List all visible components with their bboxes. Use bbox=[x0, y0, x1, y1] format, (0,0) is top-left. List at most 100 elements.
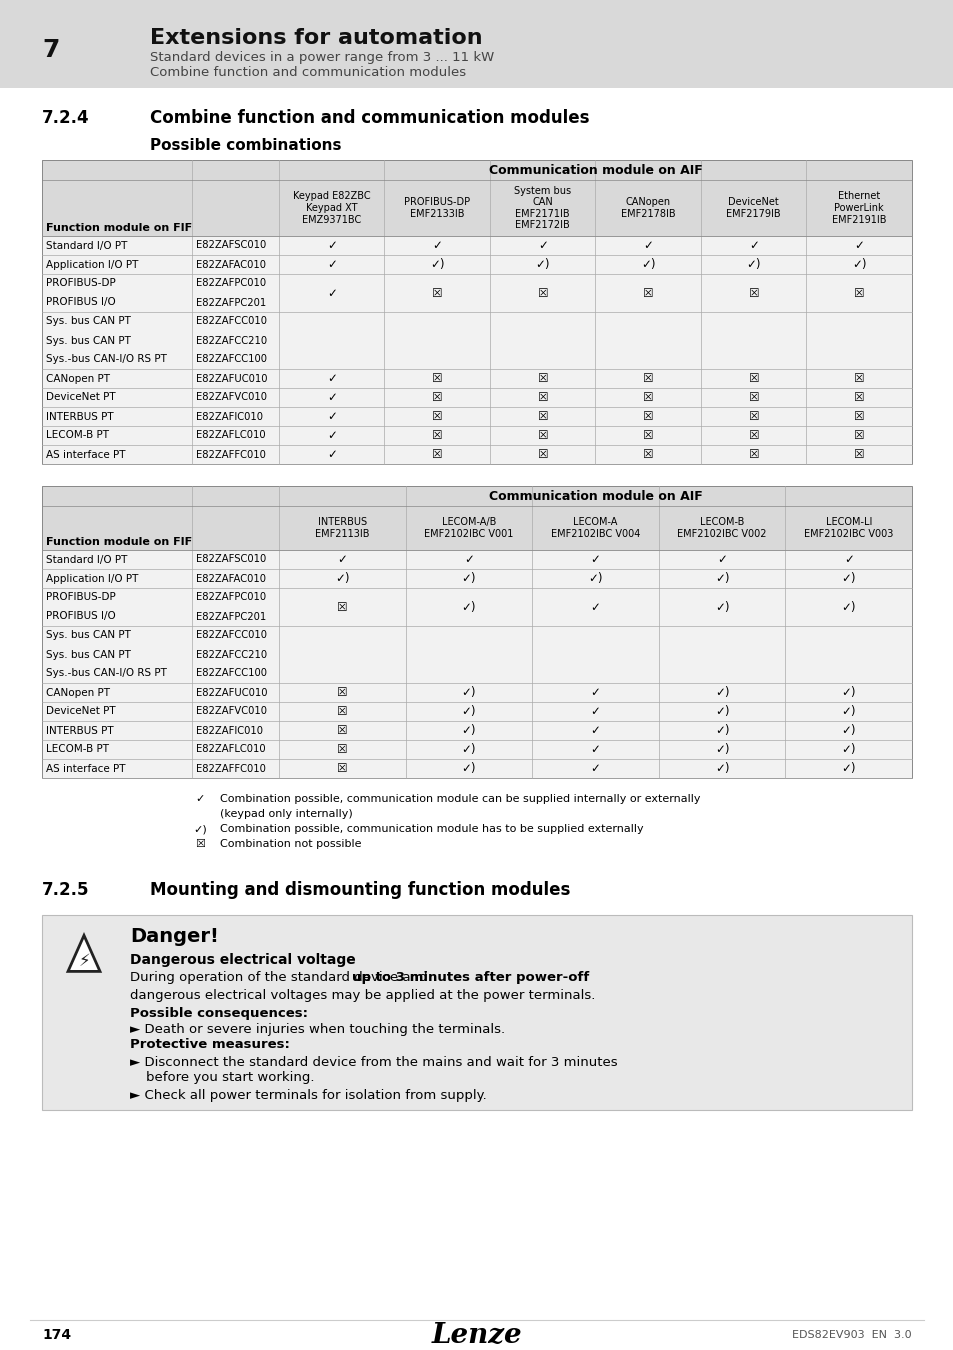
Text: 7: 7 bbox=[42, 38, 59, 62]
Text: Ethernet
PowerLink
EMF2191IB: Ethernet PowerLink EMF2191IB bbox=[831, 192, 885, 224]
Text: ✓): ✓) bbox=[461, 705, 476, 718]
Text: E82ZAFVC010: E82ZAFVC010 bbox=[195, 706, 267, 717]
Text: ✓): ✓) bbox=[745, 258, 760, 271]
Text: E82ZAFFC010: E82ZAFFC010 bbox=[195, 764, 266, 774]
Text: ☒: ☒ bbox=[642, 392, 653, 404]
Text: ✓): ✓) bbox=[461, 686, 476, 699]
Text: ✓): ✓) bbox=[851, 258, 865, 271]
Text: E82ZAFCC210: E82ZAFCC210 bbox=[195, 336, 267, 346]
Text: ✓): ✓) bbox=[841, 572, 855, 585]
Text: 7.2.5: 7.2.5 bbox=[42, 882, 90, 899]
Text: ✓: ✓ bbox=[327, 258, 336, 271]
Text: Standard I/O PT: Standard I/O PT bbox=[46, 240, 128, 251]
Text: System bus
CAN
EMF2171IB
EMF2172IB: System bus CAN EMF2171IB EMF2172IB bbox=[514, 185, 571, 231]
Text: Extensions for automation: Extensions for automation bbox=[150, 28, 482, 49]
Text: ☒: ☒ bbox=[853, 410, 863, 423]
Bar bbox=[42, 161, 278, 180]
Text: E82ZAFPC201: E82ZAFPC201 bbox=[195, 612, 266, 621]
Text: ✓: ✓ bbox=[590, 601, 599, 613]
Text: CANopen PT: CANopen PT bbox=[46, 374, 110, 383]
Text: ✓): ✓) bbox=[841, 743, 855, 756]
Text: E82ZAFUC010: E82ZAFUC010 bbox=[195, 687, 267, 698]
Bar bbox=[0, 0, 953, 88]
Text: ✓): ✓) bbox=[714, 572, 729, 585]
Text: Mounting and dismounting function modules: Mounting and dismounting function module… bbox=[150, 882, 570, 899]
Text: Function module on FIF: Function module on FIF bbox=[46, 223, 192, 234]
Text: ✓: ✓ bbox=[590, 743, 599, 756]
Text: EDS82EV903  EN  3.0: EDS82EV903 EN 3.0 bbox=[792, 1330, 911, 1341]
Text: AS interface PT: AS interface PT bbox=[46, 450, 126, 459]
Text: ☒: ☒ bbox=[642, 373, 653, 385]
Text: Protective measures:: Protective measures: bbox=[130, 1038, 290, 1052]
Bar bbox=[42, 486, 911, 778]
Text: ⚡: ⚡ bbox=[78, 952, 90, 971]
Text: CANopen PT: CANopen PT bbox=[46, 687, 110, 698]
Text: ✓): ✓) bbox=[841, 601, 855, 613]
Text: Sys.-bus CAN-I/O RS PT: Sys.-bus CAN-I/O RS PT bbox=[46, 668, 167, 679]
Text: Function module on FIF: Function module on FIF bbox=[46, 537, 192, 547]
Text: ► Death or severe injuries when touching the terminals.: ► Death or severe injuries when touching… bbox=[130, 1022, 504, 1035]
Text: LECOM-B
EMF2102IBC V002: LECOM-B EMF2102IBC V002 bbox=[677, 517, 766, 539]
Text: ☒: ☒ bbox=[748, 392, 759, 404]
Text: CANopen
EMF2178IB: CANopen EMF2178IB bbox=[620, 197, 675, 219]
Text: ☒: ☒ bbox=[432, 410, 442, 423]
Text: ☒: ☒ bbox=[432, 392, 442, 404]
Text: ☒: ☒ bbox=[853, 448, 863, 460]
Text: PROFIBUS-DP: PROFIBUS-DP bbox=[46, 593, 115, 602]
Text: ✓: ✓ bbox=[337, 554, 347, 566]
Text: LECOM-A/B
EMF2102IBC V001: LECOM-A/B EMF2102IBC V001 bbox=[424, 517, 513, 539]
Text: DeviceNet PT: DeviceNet PT bbox=[46, 706, 115, 717]
Text: ✓: ✓ bbox=[432, 239, 442, 252]
Text: ✓): ✓) bbox=[714, 743, 729, 756]
Bar bbox=[278, 161, 911, 180]
Text: ✓: ✓ bbox=[327, 448, 336, 460]
Text: E82ZAFUC010: E82ZAFUC010 bbox=[195, 374, 267, 383]
Text: Sys. bus CAN PT: Sys. bus CAN PT bbox=[46, 649, 131, 660]
Text: DeviceNet
EMF2179IB: DeviceNet EMF2179IB bbox=[725, 197, 781, 219]
Text: ☒: ☒ bbox=[642, 410, 653, 423]
Text: E82ZAFLC010: E82ZAFLC010 bbox=[195, 431, 265, 440]
Text: ☒: ☒ bbox=[336, 601, 347, 613]
Text: During operation of the standard device and: During operation of the standard device … bbox=[130, 972, 432, 984]
Text: ✓: ✓ bbox=[590, 686, 599, 699]
Text: ✓: ✓ bbox=[842, 554, 853, 566]
Text: ☒: ☒ bbox=[432, 448, 442, 460]
Text: Standard I/O PT: Standard I/O PT bbox=[46, 555, 128, 564]
Text: ✓): ✓) bbox=[640, 258, 655, 271]
Text: ✓: ✓ bbox=[590, 724, 599, 737]
Text: ✓: ✓ bbox=[327, 429, 336, 441]
Text: ✓): ✓) bbox=[430, 258, 444, 271]
Text: Sys. bus CAN PT: Sys. bus CAN PT bbox=[46, 336, 131, 346]
Text: ✓): ✓) bbox=[588, 572, 602, 585]
Text: ☒: ☒ bbox=[432, 429, 442, 441]
Text: E82ZAFIC010: E82ZAFIC010 bbox=[195, 412, 263, 421]
Text: ✓: ✓ bbox=[327, 410, 336, 423]
Text: ✓): ✓) bbox=[841, 761, 855, 775]
Text: ✓: ✓ bbox=[327, 373, 336, 385]
Bar bbox=[42, 915, 911, 1110]
Text: ☒: ☒ bbox=[537, 410, 547, 423]
Text: INTERBUS PT: INTERBUS PT bbox=[46, 725, 113, 736]
Text: ► Disconnect the standard device from the mains and wait for 3 minutes: ► Disconnect the standard device from th… bbox=[130, 1056, 617, 1068]
Text: Communication module on AIF: Communication module on AIF bbox=[488, 490, 701, 502]
Polygon shape bbox=[68, 936, 100, 972]
Text: ✓: ✓ bbox=[327, 286, 336, 300]
Text: LECOM-B PT: LECOM-B PT bbox=[46, 431, 109, 440]
Text: ✓): ✓) bbox=[335, 572, 349, 585]
Text: Danger!: Danger! bbox=[130, 927, 218, 946]
Text: LECOM-A
EMF2102IBC V004: LECOM-A EMF2102IBC V004 bbox=[550, 517, 639, 539]
Text: Sys.-bus CAN-I/O RS PT: Sys.-bus CAN-I/O RS PT bbox=[46, 355, 167, 364]
Text: ☒: ☒ bbox=[537, 448, 547, 460]
Text: ☒: ☒ bbox=[336, 743, 347, 756]
Text: ☒: ☒ bbox=[642, 286, 653, 300]
Text: ☒: ☒ bbox=[748, 448, 759, 460]
Text: ☒: ☒ bbox=[537, 373, 547, 385]
Text: E82ZAFCC010: E82ZAFCC010 bbox=[195, 630, 267, 640]
Text: (keypad only internally): (keypad only internally) bbox=[220, 809, 353, 819]
Text: 174: 174 bbox=[42, 1328, 71, 1342]
Text: INTERBUS PT: INTERBUS PT bbox=[46, 412, 113, 421]
Bar bbox=[42, 506, 911, 549]
Text: AS interface PT: AS interface PT bbox=[46, 764, 126, 774]
Text: 7.2.4: 7.2.4 bbox=[42, 109, 90, 127]
Text: ☒: ☒ bbox=[537, 286, 547, 300]
